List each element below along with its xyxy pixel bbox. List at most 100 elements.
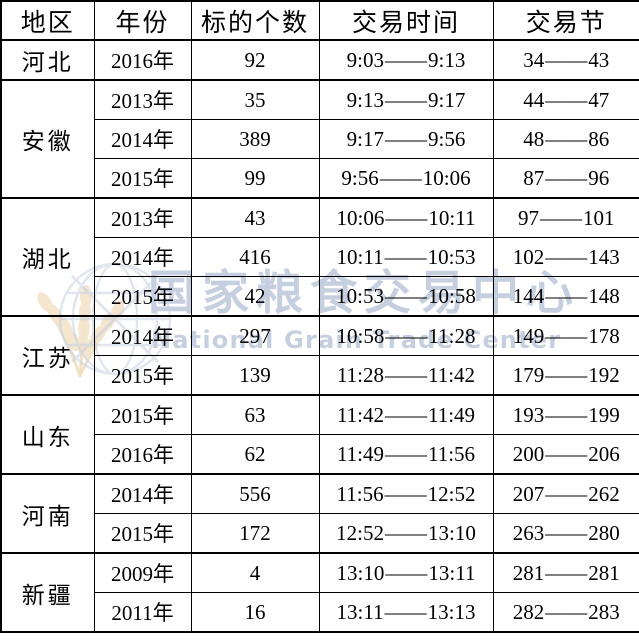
cell-time-range: 11:56——12:52 [318,473,494,514]
table-row: 2016年 62 11:49——11:56 200——206 [1,434,639,475]
time-end: 13:13 [427,599,476,624]
session-start: 144 [512,283,545,308]
cell-region: 山东 [0,394,95,475]
time-end: 13:11 [428,560,476,585]
session-end: 199 [588,402,620,427]
cell-session-range: 193——199 [492,394,639,435]
session-start: 282 [512,599,545,624]
cell-year: 2014年 [93,473,192,514]
table-row: 2015年 42 10:53 —— 10:58 144——148 [1,276,639,317]
table-row: 2011年 16 13:11——13:13 282——283 [1,592,639,633]
cell-time-range: 10:11——10:53 [318,237,494,277]
session-start: 149 [512,323,545,348]
range-separator: —— [384,244,427,269]
range-separator: —— [545,402,588,427]
range-separator: —— [545,165,588,190]
table-row: 2015年 139 11:28——11:42 179——192 [1,355,639,396]
cell-session-range: 48——86 [492,119,639,159]
session-end: 143 [588,244,620,269]
cell-count: 4 [190,552,320,593]
cell-session-range: 200——206 [492,434,639,475]
cell-time-range: 11:42——11:49 [318,394,494,435]
cell-time-range: 13:11——13:13 [318,592,494,633]
range-separator: —— [545,283,588,308]
cell-session-range: 44——47 [492,79,639,120]
cell-session-range: 34——43 [492,39,639,81]
cell-region: 湖北 [0,197,95,317]
cell-year: 2015年 [93,158,192,199]
time-end: 10:58 [428,283,476,308]
table-row: 2015年 99 9:56——10:06 87——96 [1,158,639,199]
cell-time-range: 9:03——9:13 [318,39,494,81]
column-header-count: 标的个数 [190,0,320,41]
session-end: 101 [583,205,615,230]
time-end: 11:28 [428,323,476,348]
table-row: 河南 2014年 556 11:56——12:52 207——262 [0,473,639,554]
time-end: 9:56 [428,126,466,151]
range-separator: —— [385,126,427,151]
session-start: 87 [523,165,545,190]
session-end: 283 [588,599,620,624]
range-separator: —— [379,165,422,190]
session-start: 281 [512,560,545,585]
cell-session-range: 144——148 [492,276,639,317]
cell-time-range: 13:10——13:11 [318,552,494,593]
time-end: 9:13 [428,47,466,72]
cell-count: 35 [190,79,320,120]
time-end: 11:42 [428,362,476,387]
session-end: 206 [588,441,620,466]
column-header-year: 年份 [93,0,192,41]
cell-year: 2015年 [93,355,192,396]
cell-count: 42 [190,276,320,317]
table-row: 山东 2015年 63 11:42——11:49 193——199 [0,394,639,475]
time-start: 11:49 [336,441,384,466]
time-start: 10:06 [336,205,385,230]
cell-time-range: 9:17——9:56 [318,119,494,159]
range-separator: —— [385,87,427,112]
range-separator: —— [385,323,428,348]
cell-year: 2015年 [93,276,192,317]
cell-count: 63 [190,394,320,435]
range-separator: —— [385,441,427,466]
range-separator: —— [385,205,428,230]
time-start: 13:10 [336,560,385,585]
range-separator: —— [545,244,588,269]
table-row: 2014年 389 9:17——9:56 48——86 [1,119,639,159]
time-end: 10:06 [422,165,471,190]
cell-time-range: 10:06——10:11 [318,197,494,238]
cell-count: 43 [190,197,320,238]
session-start: 97 [518,205,539,230]
range-separator: —— [540,205,582,230]
session-start: 34 [523,47,545,72]
cell-session-range: 281——281 [492,552,639,593]
session-end: 47 [588,87,610,112]
cell-session-range: 263——280 [492,513,639,554]
table-row: 安徽 2013年 35 9:13——9:17 44——47 [0,79,639,199]
range-separator: —— [545,87,588,112]
time-start: 10:53 [336,283,384,308]
time-end: 10:53 [427,244,476,269]
table-header: 地区 年份 标的个数 交易时间 交易节 [0,0,639,41]
cell-count: 92 [190,39,320,81]
session-end: 178 [588,323,620,348]
cell-year: 2014年 [93,237,192,277]
cell-session-range: 149——178 [492,315,639,356]
range-separator: —— [545,362,588,387]
time-end: 9:17 [428,87,466,112]
range-separator: —— [385,362,427,387]
range-separator: —— [385,402,427,427]
cell-session-range: 282——283 [492,592,639,633]
session-start: 263 [512,520,545,545]
cell-count: 62 [190,434,320,475]
column-header-region: 地区 [0,0,95,41]
cell-session-range: 87——96 [492,158,639,199]
cell-count: 556 [190,473,320,514]
cell-count: 139 [190,355,320,396]
cell-region: 江苏 [0,315,95,396]
cell-time-range: 11:49——11:56 [318,434,494,475]
range-separator: —— [545,520,588,545]
session-start: 193 [512,402,545,427]
time-start: 9:56 [341,165,379,190]
table-row: 江苏 2014年 297 10:58——11:28 149——178 [0,315,639,396]
time-end: 11:56 [428,441,476,466]
